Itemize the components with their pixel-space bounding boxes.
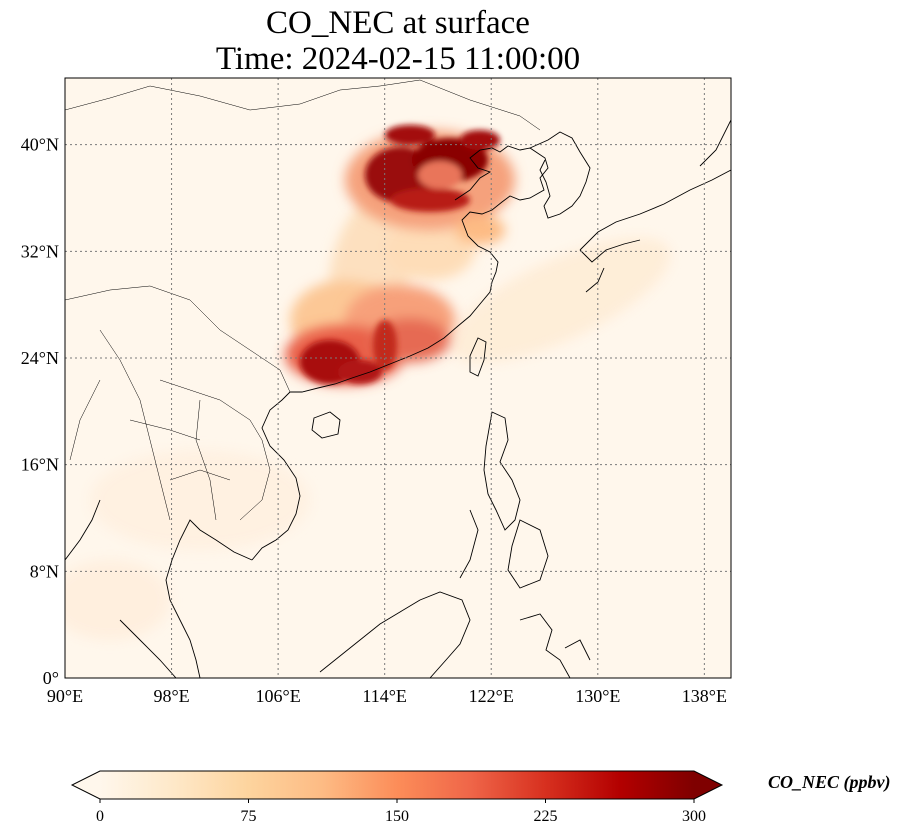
map-frame	[64, 77, 732, 679]
lat-tick-label: 8°N	[30, 561, 59, 581]
colorbar-tick-label: 300	[682, 808, 706, 825]
lon-tick-labels: 90°E 98°E 106°E 114°E 122°E 130°E 138°E	[47, 686, 727, 706]
lon-tick-label: 106°E	[256, 686, 301, 706]
borders	[65, 79, 541, 521]
plume-north-core	[365, 125, 500, 212]
lon-tick-label: 122°E	[469, 686, 514, 706]
japan-coastline	[579, 119, 731, 293]
colorbar: 0 75 150 225 300	[70, 770, 724, 825]
china-coastline	[251, 145, 549, 561]
borneo-coastline	[319, 591, 471, 678]
lon-tick-label: 114°E	[362, 686, 407, 706]
philippines-coastline	[459, 411, 549, 589]
coastlines	[65, 119, 731, 678]
colorbar-label: CO_NEC (ppbv)	[768, 772, 891, 792]
lon-tick-label: 130°E	[575, 686, 620, 706]
colorbar-max-extension	[694, 771, 722, 799]
border-southwest	[65, 285, 291, 393]
border-myanmar-thailand	[69, 329, 231, 521]
plot-title: CO_NEC at surface	[266, 5, 530, 41]
colorbar-tick-label: 0	[96, 808, 104, 825]
hainan-coastline	[311, 411, 341, 439]
concentration-field	[65, 125, 671, 640]
colorbar-body	[100, 771, 694, 799]
taiwan-coastline	[469, 337, 487, 377]
lon-tick-label: 138°E	[682, 686, 727, 706]
colorbar-tick-label: 75	[241, 808, 257, 825]
ocean-haze	[65, 237, 671, 640]
lat-tick-label: 16°N	[21, 455, 59, 475]
korea-coastline	[529, 131, 591, 219]
border-laos-vietnam	[159, 379, 271, 521]
lat-tick-label: 40°N	[21, 135, 59, 155]
lon-tick-label: 90°E	[47, 686, 83, 706]
lat-tick-label: 24°N	[21, 348, 59, 368]
lon-tick-label: 98°E	[153, 686, 189, 706]
colorbar-tick-label: 150	[385, 808, 409, 825]
colorbar-min-extension	[72, 771, 100, 799]
border-china-north	[65, 79, 541, 131]
lat-tick-labels: 0° 8°N 16°N 24°N 32°N 40°N	[21, 135, 59, 688]
colorbar-tick-label: 225	[534, 808, 558, 825]
lat-tick-label: 0°	[43, 668, 59, 688]
sumatra-coastline	[65, 499, 177, 678]
gridlines	[65, 78, 731, 678]
lat-tick-label: 32°N	[21, 241, 59, 261]
sulawesi-coastline	[519, 613, 591, 678]
colorbar-ticks: 0 75 150 225 300	[96, 799, 706, 825]
plot-timestamp: Time: 2024-02-15 11:00:00	[215, 41, 581, 77]
